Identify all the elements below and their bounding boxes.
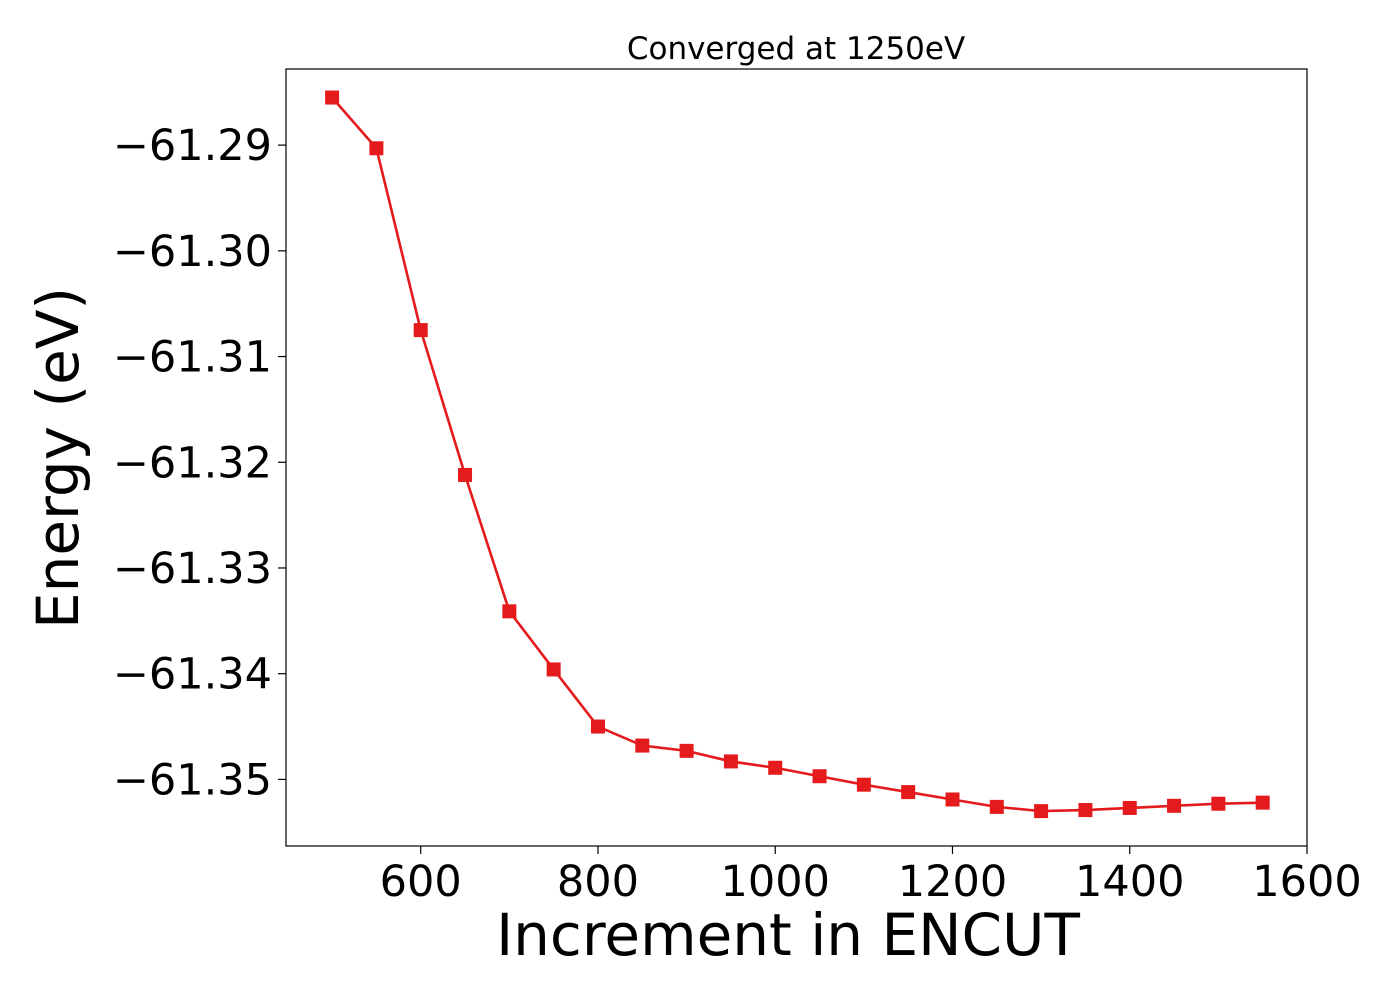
data-point-marker xyxy=(945,792,960,807)
x-tick-label: 800 xyxy=(557,857,639,907)
y-tick-label: −61.29 xyxy=(113,121,272,171)
data-point-marker xyxy=(679,743,694,758)
series-line xyxy=(331,96,1263,813)
series-layer xyxy=(325,90,1270,819)
y-axis-label: Energy (eV) xyxy=(24,287,92,629)
data-point-marker xyxy=(1078,803,1093,818)
y-tick-label: −61.30 xyxy=(113,227,272,277)
data-point-marker xyxy=(812,769,827,784)
data-point-marker xyxy=(413,323,428,338)
data-point-marker xyxy=(723,754,738,769)
data-point-marker xyxy=(1167,798,1182,813)
y-tick-label: −61.33 xyxy=(113,544,272,594)
data-point-marker xyxy=(768,760,783,775)
x-axis-label: Increment in ENCUT xyxy=(496,901,1080,969)
x-tick-label: 1200 xyxy=(898,857,1007,907)
y-tick-label: −61.31 xyxy=(113,333,272,383)
data-point-marker xyxy=(1255,795,1270,810)
x-tick-label: 1600 xyxy=(1252,857,1361,907)
x-tick-label: 1400 xyxy=(1075,857,1184,907)
data-point-marker xyxy=(502,604,517,619)
plot-area-frame xyxy=(285,68,1308,847)
y-tick-label: −61.34 xyxy=(113,650,272,700)
data-point-marker xyxy=(458,467,473,482)
chart-title: Converged at 1250eV xyxy=(627,31,965,67)
data-point-marker xyxy=(635,738,650,753)
data-point-marker xyxy=(856,777,871,792)
data-point-marker xyxy=(325,90,340,105)
x-tick-label: 600 xyxy=(380,857,462,907)
y-tick-label: −61.35 xyxy=(113,755,272,805)
y-tick-label: −61.32 xyxy=(113,438,272,488)
data-point-marker xyxy=(989,799,1004,814)
y-axis: −61.29 −61.30 −61.31 −61.32 −61.33 −61.34 −61.… xyxy=(113,121,286,805)
data-point-marker xyxy=(1211,796,1226,811)
data-point-marker xyxy=(590,719,605,734)
data-point-marker xyxy=(1034,804,1049,819)
x-axis: 600 800 1000 1200 1400 1600 xyxy=(380,846,1362,907)
x-tick-label: 1000 xyxy=(721,857,830,907)
data-point-marker xyxy=(1122,800,1137,815)
data-point-marker xyxy=(546,662,561,677)
data-point-marker xyxy=(901,785,916,800)
data-point-marker xyxy=(369,141,384,156)
